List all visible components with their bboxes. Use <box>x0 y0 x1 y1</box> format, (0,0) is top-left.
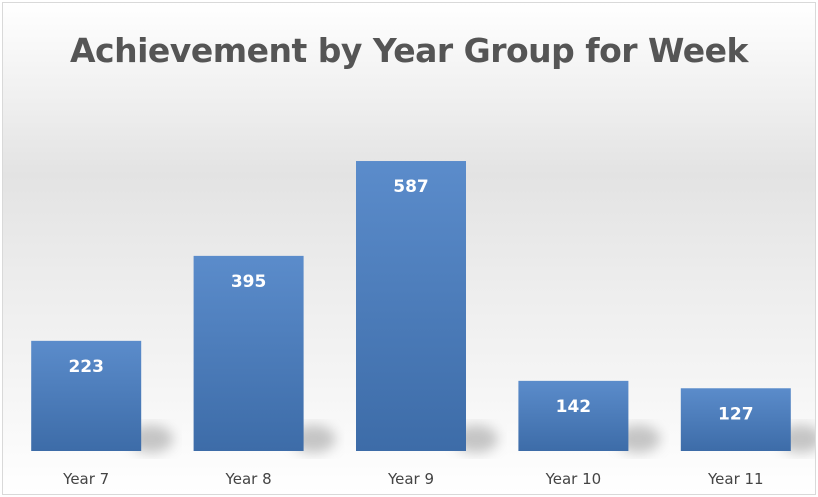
bar[interactable] <box>193 255 304 451</box>
x-tick-label: Year 8 <box>225 470 272 488</box>
data-label: 587 <box>393 177 429 197</box>
x-tick-label: Year 7 <box>62 470 109 488</box>
data-label: 223 <box>68 357 104 377</box>
data-label: 127 <box>718 404 754 424</box>
bar[interactable] <box>31 340 142 451</box>
data-label: 142 <box>556 397 592 417</box>
bar[interactable] <box>518 380 629 451</box>
chart-title: Achievement by Year Group for Week <box>70 31 748 70</box>
bar[interactable] <box>356 161 466 451</box>
x-tick-label: Year 11 <box>707 470 764 488</box>
x-tick-label: Year 9 <box>387 470 434 488</box>
bar-chart-plot: 223 395 587 142 127 Year 7 Year 8 Year 9 Year 1… <box>31 161 815 488</box>
x-tick-label: Year 10 <box>545 470 602 488</box>
bar[interactable] <box>680 388 791 451</box>
data-label: 395 <box>231 272 267 292</box>
